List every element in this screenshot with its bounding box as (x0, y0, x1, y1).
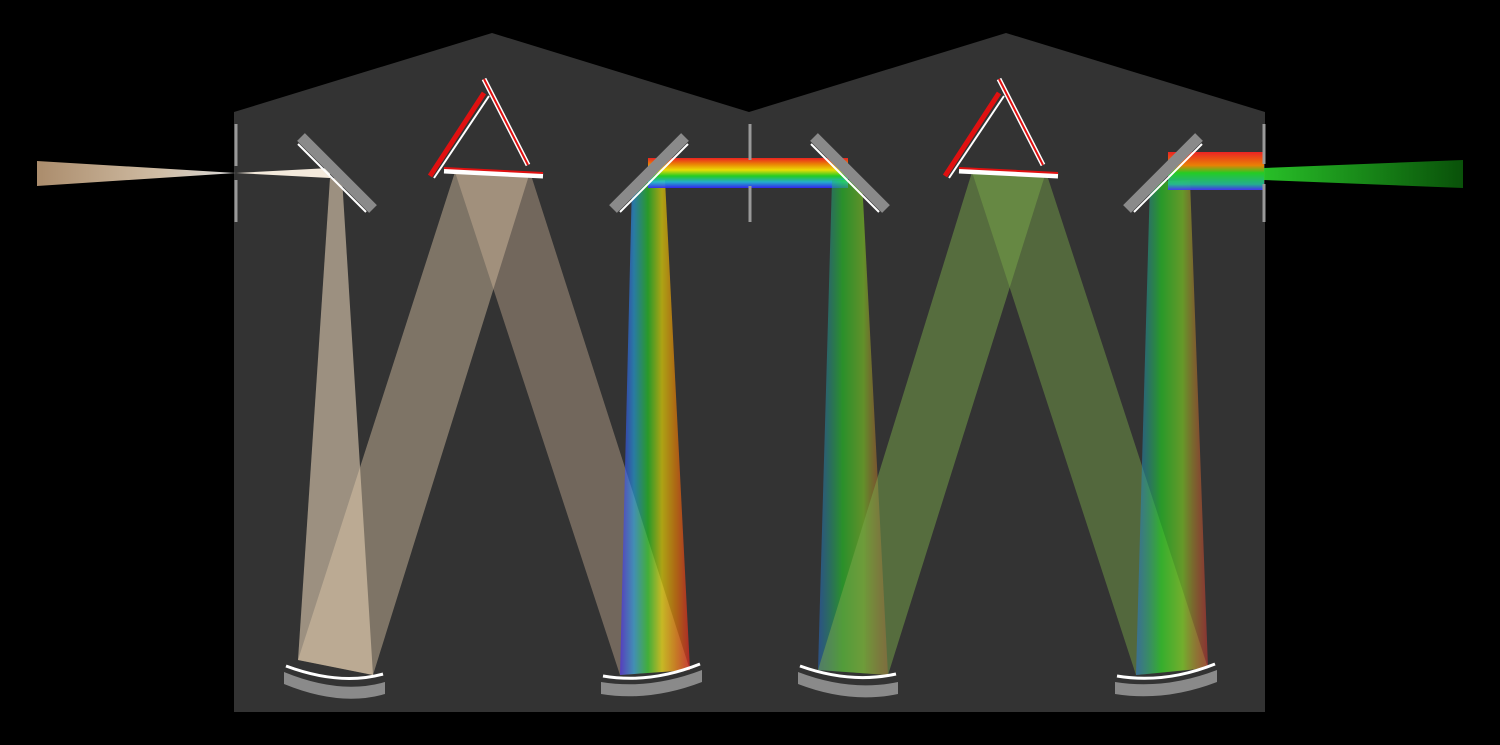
spectrum-fold2-to-fold3 (648, 158, 848, 188)
concave-mirror-3 (798, 664, 898, 698)
fold-mirror-3 (810, 133, 890, 213)
prism-2 (942, 77, 1059, 179)
concave-mirror-2 (601, 662, 702, 697)
concave-mirror-1 (284, 664, 385, 699)
output-green-beam (1264, 160, 1463, 188)
beam-concave3-to-prism2 (818, 172, 1046, 675)
beam-concave1-to-prism1 (298, 172, 530, 675)
beam-fold1-to-concave1 (298, 178, 373, 675)
fold-mirror-4 (1123, 133, 1203, 213)
fold-mirror-1 (297, 133, 377, 213)
spectrum-concave2-to-fold2 (620, 180, 690, 675)
input-light-beam (37, 161, 236, 186)
fold-mirror-2 (609, 133, 689, 213)
prism-1 (427, 77, 544, 179)
spectrum-concave4-to-fold4 (1136, 180, 1208, 675)
concave-mirror-4 (1115, 662, 1217, 697)
input-beam-inside (236, 168, 330, 178)
